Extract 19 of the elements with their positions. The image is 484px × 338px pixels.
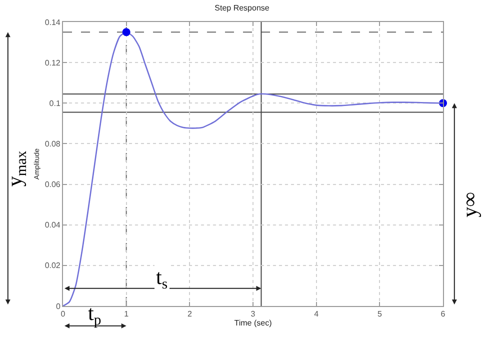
- y-tick-label: 0.08: [44, 140, 61, 149]
- y-tick-label: 0.1: [49, 98, 61, 108]
- y-tick-label: 0.04: [44, 220, 61, 230]
- x-tick-label: 4: [314, 310, 320, 319]
- x-tick-label: 1: [124, 310, 130, 319]
- y-tick-label: 0: [56, 302, 61, 311]
- annotation: t$_{s}$: [156, 265, 168, 292]
- chart-title: Step Response: [214, 4, 270, 13]
- y-tick-label: 0.12: [44, 58, 61, 68]
- annotation: t$_{p}$: [88, 301, 102, 328]
- x-tick-label: 3: [250, 310, 256, 319]
- x-axis-title: Time (sec): [234, 318, 272, 328]
- y-tick-label: 0.02: [44, 261, 61, 270]
- y-tick-label: 0.14: [44, 18, 61, 27]
- y-tick-label: 0.06: [44, 180, 61, 190]
- text: y∞: [457, 192, 482, 218]
- x-tick-label: 5: [377, 310, 382, 319]
- x-tick-label: 2: [187, 310, 192, 319]
- x-tick-label: 6: [440, 310, 446, 319]
